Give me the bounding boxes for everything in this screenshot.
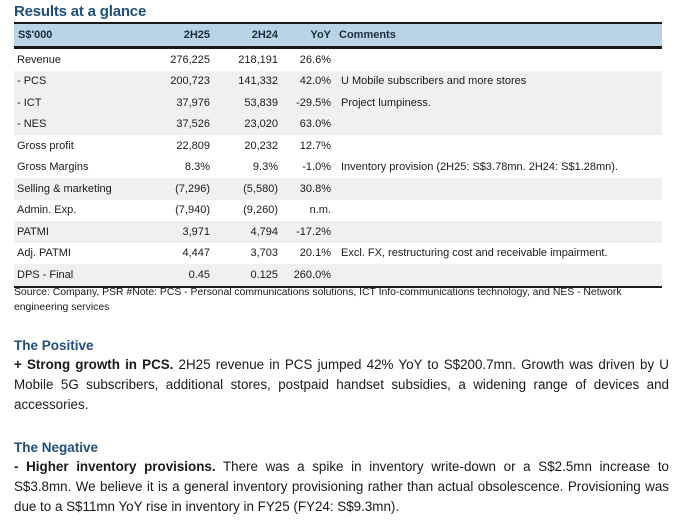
negative-lead: - Higher inventory provisions. xyxy=(14,459,216,474)
value-2h25: (7,940) xyxy=(175,204,210,217)
row-label: Revenue xyxy=(17,53,62,66)
positive-lead: + Strong growth in PCS. xyxy=(14,357,174,372)
source-note: Source: Company, PSR #Note: PCS - Person… xyxy=(14,287,622,313)
row-label: Gross profit xyxy=(17,139,74,152)
table-row: PATMI 3,971 4,794 -17.2% xyxy=(14,221,662,243)
header-2h25: 2H25 xyxy=(146,22,214,49)
value-yoy: 42.0% xyxy=(282,70,335,92)
table-row: - PCS 200,723 141,332 42.0% U Mobile subscri… xyxy=(14,70,662,92)
value-yoy: 12.7% xyxy=(299,139,331,152)
table-row: Adj. PATMI 4,447 3,703 20.1% Excl. FX, restr… xyxy=(14,243,662,265)
row-comment xyxy=(335,113,662,135)
results-title: Results at a glance xyxy=(14,3,147,20)
value-2h24: 4,794 xyxy=(214,221,282,243)
table-row: Selling & marketing (7,296) (5,580) 30.8% xyxy=(14,178,662,200)
row-comment: Inventory provision (2H25: S$3.78mn. 2H2… xyxy=(341,161,618,174)
value-yoy: -17.2% xyxy=(282,221,335,243)
row-label: Selling & marketing xyxy=(14,178,146,200)
value-2h24: (5,580) xyxy=(214,178,282,200)
header-unit: S$'000 xyxy=(14,22,146,49)
value-2h24: 23,020 xyxy=(214,113,282,135)
value-2h25: 200,723 xyxy=(146,70,214,92)
row-label: DPS - Final xyxy=(14,264,146,288)
row-comment xyxy=(335,48,662,71)
table-row: Admin. Exp. (7,940) (9,260) n.m. xyxy=(14,200,662,222)
negative-paragraph: - Higher inventory provisions. There was… xyxy=(14,457,669,517)
table-row: - ICT 37,976 53,839 -29.5% Project lumpiness… xyxy=(14,92,662,114)
positive-heading: The Positive xyxy=(14,338,94,353)
table-header-row: S$'000 2H25 2H24 YoY Comments xyxy=(14,22,662,49)
row-comment xyxy=(335,178,662,200)
row-label: Admin. Exp. xyxy=(17,204,77,217)
row-label: PATMI xyxy=(14,221,146,243)
value-2h24: 53,839 xyxy=(214,92,282,114)
value-2h24: 141,332 xyxy=(214,70,282,92)
value-2h25: 22,809 xyxy=(176,139,210,152)
value-yoy: -1.0% xyxy=(302,161,331,174)
table-row: - NES 37,526 23,020 63.0% xyxy=(14,113,662,135)
value-2h25: 0.45 xyxy=(146,264,214,288)
value-yoy: 63.0% xyxy=(282,113,335,135)
value-2h25: 3,971 xyxy=(146,221,214,243)
row-comment xyxy=(335,264,662,288)
value-2h24: 0.125 xyxy=(214,264,282,288)
value-2h25: 276,225 xyxy=(170,53,210,66)
row-label: Adj. PATMI xyxy=(17,247,71,260)
negative-body: There was a spike in inventory write-dow… xyxy=(14,459,669,514)
value-yoy: 30.8% xyxy=(282,178,335,200)
value-2h25: (7,296) xyxy=(146,178,214,200)
value-2h24: 3,703 xyxy=(250,247,278,260)
table-row: Gross Margins 8.3% 9.3% -1.0% Inventory prov… xyxy=(14,157,662,179)
value-2h24: (9,260) xyxy=(243,204,278,217)
results-table: S$'000 2H25 2H24 YoY Comments Revenue 276… xyxy=(14,22,662,288)
row-comment: U Mobile subscribers and more stores xyxy=(335,70,662,92)
row-comment: Excl. FX, restructuring cost and receiva… xyxy=(341,247,608,260)
value-2h24: 218,191 xyxy=(238,53,278,66)
row-label: - ICT xyxy=(14,92,146,114)
value-2h25: 8.3% xyxy=(184,161,210,174)
value-yoy: 20.1% xyxy=(299,247,331,260)
value-2h24: 9.3% xyxy=(252,161,278,174)
header-comments: Comments xyxy=(335,22,662,49)
table-row: DPS - Final 0.45 0.125 260.0% xyxy=(14,264,662,288)
row-comment: Project lumpiness. xyxy=(335,92,662,114)
value-2h25: 4,447 xyxy=(182,247,210,260)
row-label: - PCS xyxy=(14,70,146,92)
table-row: Gross profit 22,809 20,232 12.7% xyxy=(14,135,662,157)
value-yoy: -29.5% xyxy=(282,92,335,114)
positive-paragraph: + Strong growth in PCS. 2H25 revenue in … xyxy=(14,355,669,415)
value-2h25: 37,526 xyxy=(146,113,214,135)
header-2h24: 2H24 xyxy=(214,22,282,49)
table-row: Revenue 276,225 218,191 26.6% xyxy=(14,48,662,71)
value-2h24: 20,232 xyxy=(244,139,278,152)
negative-heading: The Negative xyxy=(14,440,99,455)
value-2h25: 37,976 xyxy=(146,92,214,114)
row-comment xyxy=(335,200,662,222)
value-yoy: 260.0% xyxy=(282,264,335,288)
row-label: Gross Margins xyxy=(17,161,89,174)
value-yoy: n.m. xyxy=(309,204,331,217)
row-comment xyxy=(335,221,662,243)
positive-body: 2H25 revenue in PCS jumped 42% YoY to S$… xyxy=(14,357,669,412)
row-comment xyxy=(335,135,662,157)
value-yoy: 26.6% xyxy=(299,53,331,66)
row-label: - NES xyxy=(14,113,146,135)
header-yoy: YoY xyxy=(282,22,335,49)
